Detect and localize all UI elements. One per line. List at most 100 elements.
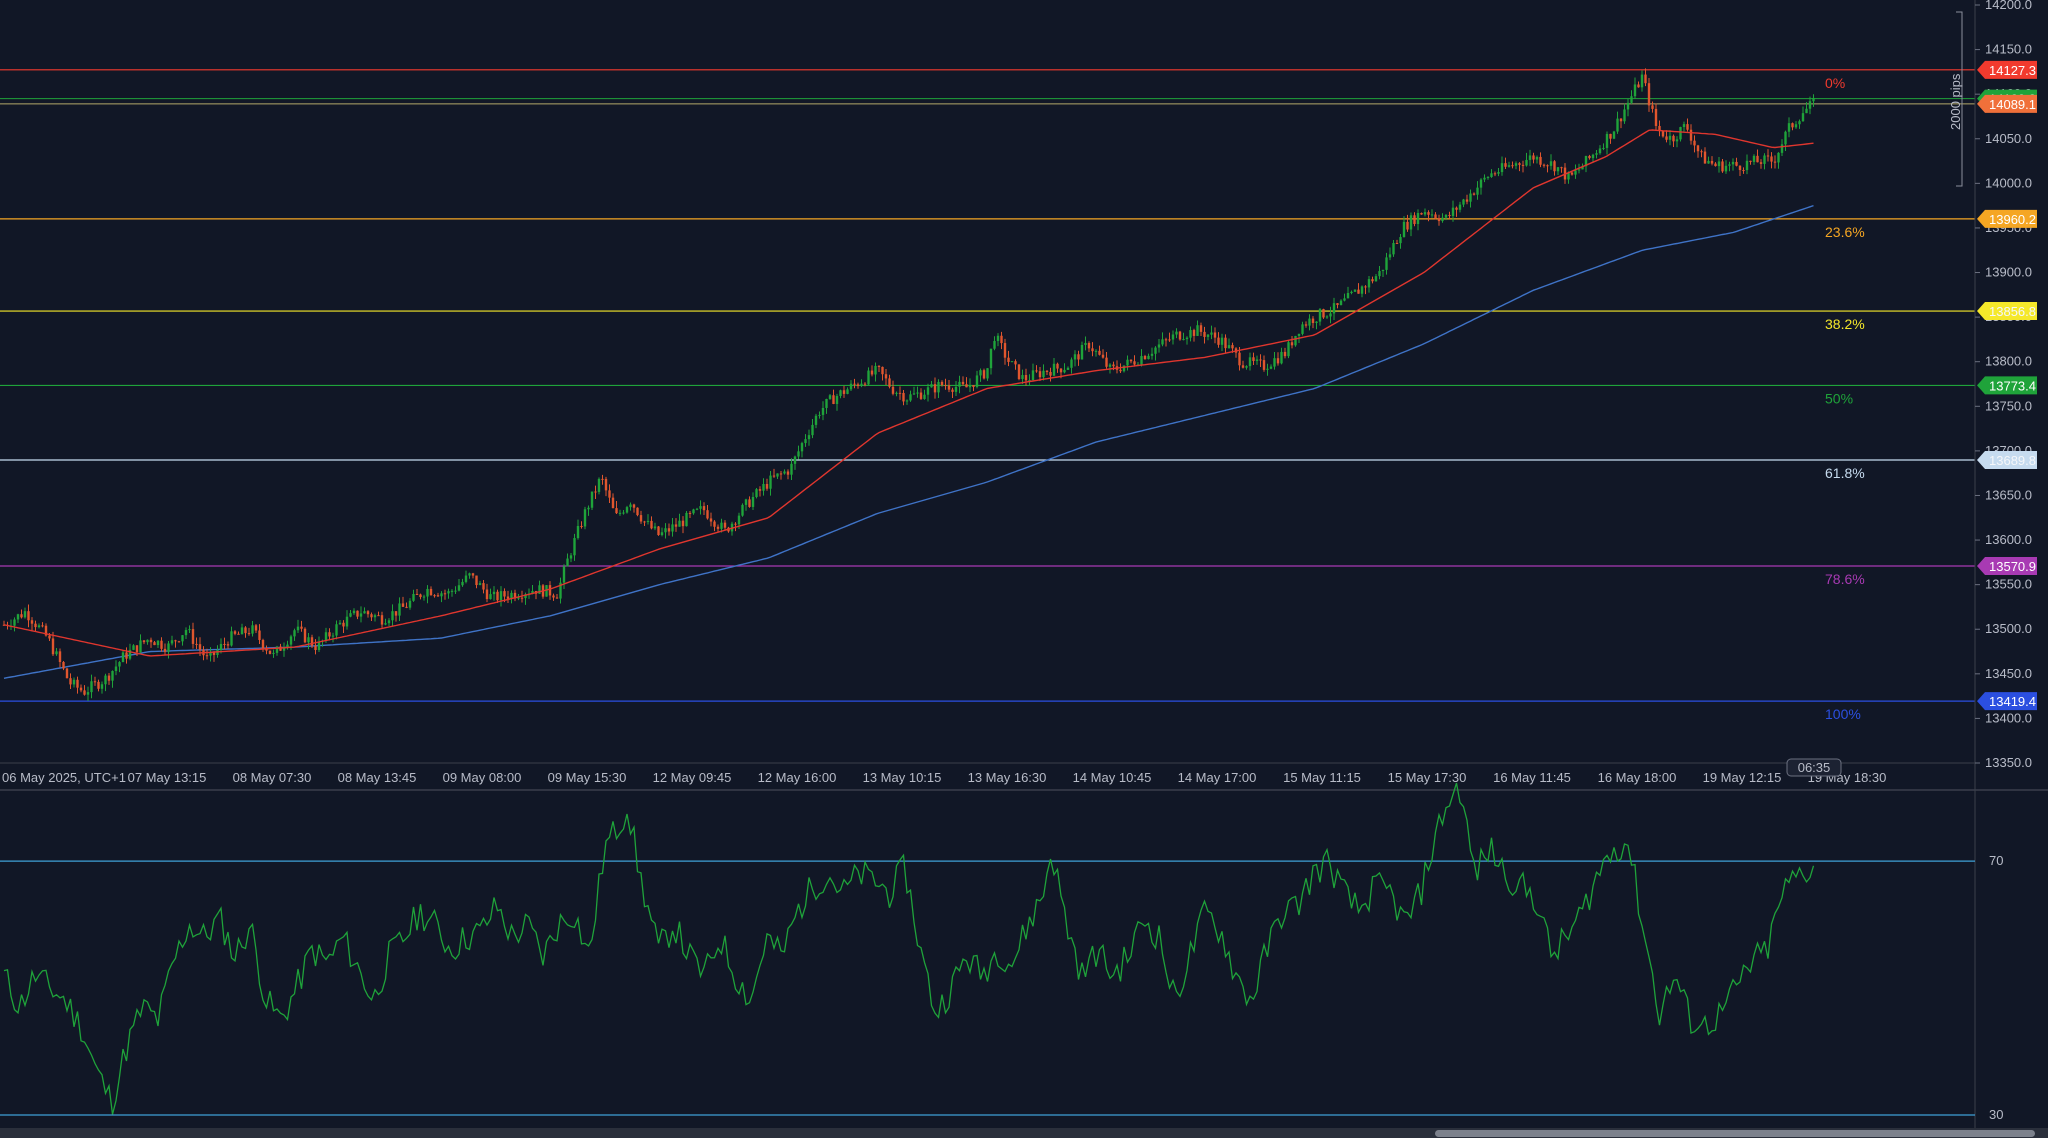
fib-percent-label: 78.6% (1825, 571, 1865, 587)
candle-body (1756, 155, 1759, 163)
candle-body (230, 631, 233, 646)
candle-body (492, 591, 496, 595)
candle-body (681, 520, 685, 527)
candle-body (282, 647, 286, 651)
price-tag-value: 13570.9 (1989, 559, 2036, 574)
candle-body (821, 407, 825, 415)
candle-body (1325, 316, 1329, 318)
candle-body (1619, 118, 1623, 122)
candle-body (499, 591, 503, 601)
candle-body (363, 611, 366, 614)
candle-body (755, 489, 758, 498)
candle-body (1549, 161, 1553, 166)
candle-body (1185, 337, 1189, 340)
candle-body (310, 637, 314, 646)
candle-body (1371, 279, 1374, 282)
candle-body (972, 385, 975, 387)
candle-body (338, 622, 342, 625)
candle-body (1318, 309, 1322, 322)
candle-body (503, 591, 506, 597)
candle-body (272, 652, 275, 654)
time-tick-label: 16 May 11:45 (1493, 770, 1571, 785)
candle-body (1255, 359, 1259, 361)
candle-body (1441, 217, 1444, 222)
candle-body (1028, 380, 1031, 382)
candle-body (30, 620, 34, 624)
candle-body (1521, 164, 1525, 166)
time-axis[interactable]: 06 May 2025, UTC+1 07 May 13:15 08 May 07:… (0, 758, 1975, 785)
candle-body (1661, 131, 1665, 137)
candle-body (163, 648, 167, 652)
time-tick-label: 08 May 13:45 (338, 770, 417, 785)
candle-body (1220, 337, 1224, 345)
candle-body (1672, 135, 1675, 142)
rsi-indicator-pane[interactable]: 70 30 (0, 782, 2048, 1128)
candle-body (457, 585, 461, 591)
candle-body (1290, 342, 1294, 346)
candle-body (1213, 332, 1217, 338)
candle-body (1416, 212, 1420, 225)
slow-ma-line (3, 204, 1814, 679)
candle-body (415, 593, 419, 595)
candle-body (1794, 124, 1798, 128)
candle-body (1721, 161, 1724, 172)
candle-body (517, 597, 520, 599)
scrollbar-thumb[interactable] (1435, 1130, 2035, 1137)
candle-body (1378, 271, 1381, 277)
candle-body (1507, 165, 1511, 167)
candle-body (1479, 179, 1483, 188)
candle-body (891, 386, 895, 394)
candle-body (513, 592, 517, 599)
candle-body (902, 392, 905, 402)
price-tick-label: 13550.0 (1985, 577, 2032, 592)
candle-body (261, 639, 265, 649)
candle-body (1570, 172, 1574, 175)
candle-body (275, 646, 279, 653)
candle-body (594, 491, 597, 493)
candle-body (356, 610, 359, 617)
candle-body (538, 585, 541, 594)
candle-body (576, 525, 580, 539)
candle-body (1612, 131, 1616, 139)
price-tick-label: 13600.0 (1985, 532, 2032, 547)
candle-body (160, 640, 163, 649)
candle-body (884, 374, 888, 379)
candle-body (1196, 325, 1199, 336)
candle-body (51, 638, 55, 655)
price-tag-value: 14127.3 (1989, 63, 2036, 78)
candle-body (1094, 350, 1098, 352)
candle-body (191, 629, 195, 644)
candle-body (1518, 163, 1521, 165)
horizontal-scrollbar[interactable] (0, 1128, 2048, 1138)
candle-body (76, 679, 79, 688)
candle-body (1364, 286, 1367, 288)
candle-body (779, 473, 783, 475)
time-tick-label: 06 May 2025, UTC+1 (2, 770, 126, 785)
candle-body (1493, 173, 1497, 175)
candle-body (734, 523, 737, 525)
candle-body (1469, 193, 1472, 202)
candle-body (370, 614, 373, 618)
candle-body (1038, 371, 1042, 378)
candle-body (940, 381, 944, 386)
candle-body (149, 639, 153, 643)
time-tick-label: 08 May 07:30 (233, 770, 312, 785)
candle-body (1805, 108, 1808, 114)
candle-body (611, 497, 615, 509)
candle-body (170, 640, 174, 644)
candle-body (226, 644, 230, 646)
countdown-badge (1786, 758, 1842, 777)
candle-body (1189, 330, 1192, 338)
candle-body (646, 520, 650, 522)
candle-body (583, 509, 587, 527)
candle-body (1511, 165, 1514, 167)
price-axis[interactable]: 13350.0 13400.0 13450.0 13500.0 13550.0 13600… (1974, 0, 2037, 790)
candle-body (244, 627, 247, 634)
candle-body (398, 603, 401, 616)
candle-body (853, 383, 856, 385)
candle-body (849, 383, 853, 390)
candle-body (559, 582, 562, 599)
candle-body (408, 600, 412, 608)
candle-body (1483, 177, 1486, 180)
